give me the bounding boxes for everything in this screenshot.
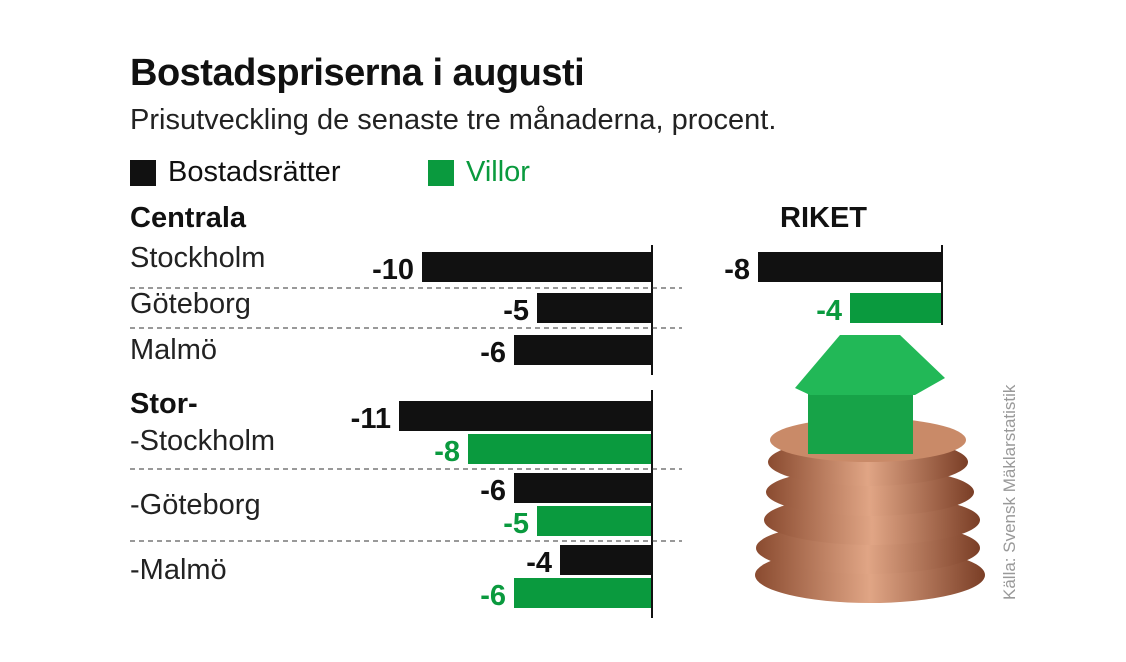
bar-bostadsrtter — [758, 252, 942, 282]
bar-villor — [468, 434, 652, 464]
group-label-stor: Stor- — [130, 388, 198, 420]
legend-swatch-green — [428, 159, 454, 186]
group-label-centrala: Centrala — [130, 202, 247, 234]
row-label: -Göteborg — [130, 489, 261, 521]
bar-bostadsrtter — [537, 293, 652, 323]
data-label: -4 — [816, 295, 842, 327]
bar-bostadsrtter — [514, 335, 652, 365]
row-label: Stockholm — [130, 242, 266, 274]
legend-label: Villor — [466, 156, 530, 188]
bar-villor — [514, 578, 652, 608]
bar-bostadsrtter — [399, 401, 652, 431]
bar-bostadsrtter — [422, 252, 652, 282]
group-label-riket: RIKET — [780, 202, 867, 234]
data-label: -11 — [351, 403, 391, 435]
legend-villor: Villor — [428, 156, 530, 189]
row-label: Göteborg — [130, 288, 251, 320]
house-on-coins-illustration — [755, 335, 985, 603]
data-label: -6 — [480, 337, 506, 369]
data-label: -8 — [434, 436, 460, 468]
bar-bostadsrtter — [560, 545, 652, 575]
legend-swatch-black — [130, 159, 156, 186]
data-label: -8 — [724, 254, 750, 286]
chart-subtitle: Prisutveckling de senaste tre månaderna,… — [130, 104, 777, 136]
data-label: -6 — [480, 580, 506, 612]
chart-title: Bostadspriserna i augusti — [130, 52, 585, 94]
bar-villor — [850, 293, 942, 323]
data-label: -10 — [372, 254, 414, 286]
row-label: -Stockholm — [130, 425, 276, 457]
data-label: -6 — [480, 475, 506, 507]
data-label: -5 — [503, 295, 529, 327]
row-label: Malmö — [130, 334, 218, 366]
data-label: -4 — [526, 547, 552, 579]
bar-villor — [537, 506, 652, 536]
data-label: -5 — [503, 508, 529, 540]
legend-bostadsratter: Bostadsrätter — [130, 156, 340, 189]
legend-label: Bostadsrätter — [168, 156, 341, 188]
bar-bostadsrtter — [514, 473, 652, 503]
row-label: -Malmö — [130, 554, 227, 586]
